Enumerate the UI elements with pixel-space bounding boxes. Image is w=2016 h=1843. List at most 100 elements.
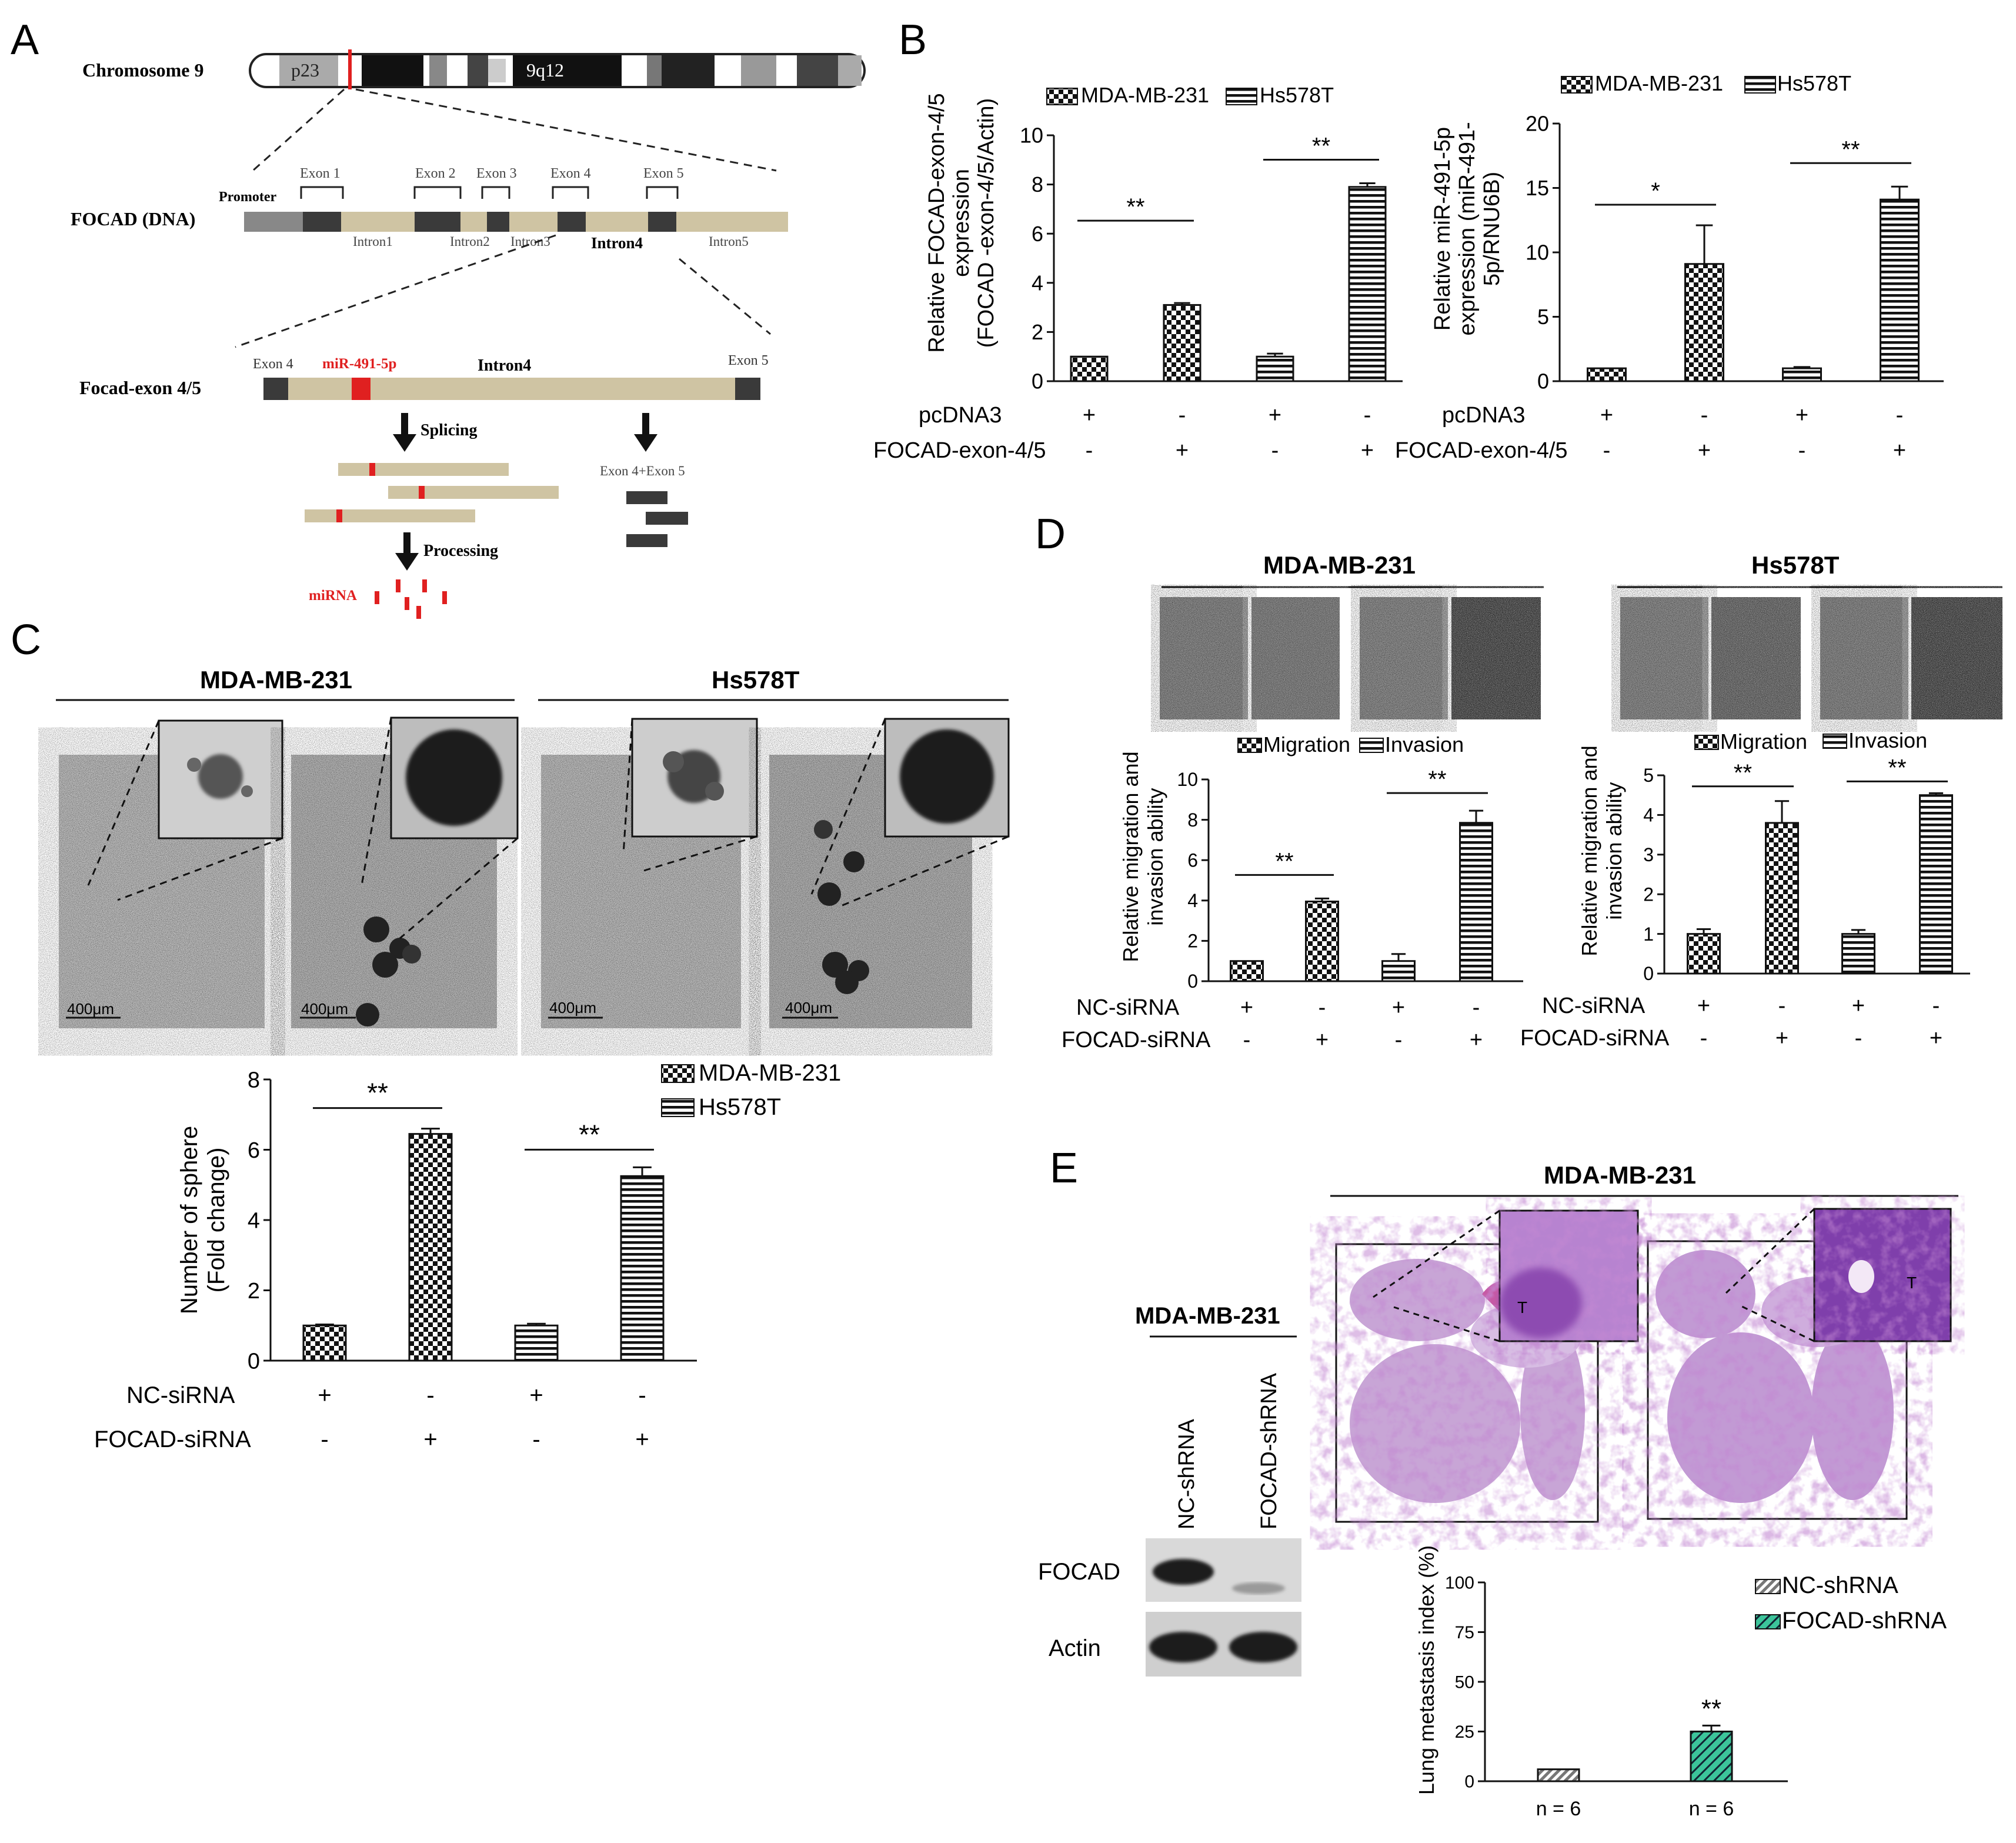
y-tick-label: 75 <box>1455 1623 1474 1642</box>
bar <box>1880 198 1920 382</box>
bar <box>1687 933 1721 975</box>
y-tick-label: 0 <box>1464 1772 1474 1792</box>
focad-exon-label: Focad-exon 4/5 <box>79 377 201 398</box>
bar <box>1381 960 1416 982</box>
legend-d-right: Migration Invasion <box>1694 728 1927 754</box>
blot-row-actin: Actin <box>1049 1635 1101 1661</box>
splicing-arrow: Splicing <box>393 413 477 452</box>
y-axis-label: (FOCAD -exon-4/5/Actin) <box>974 98 999 348</box>
panel-letter-b: B <box>899 16 927 64</box>
condition-sign: + <box>1316 1028 1329 1052</box>
y-tick-label: 4 <box>1643 805 1654 826</box>
legend-label-invasion: Invasion <box>1848 728 1927 752</box>
condition-sign: + <box>1083 403 1096 428</box>
significance-mark: ** <box>579 1119 600 1149</box>
panel-a: A Chromosome 9 p23 9q12 FOCAD (DNA) Prom… <box>11 16 866 619</box>
significance-mark: ** <box>1888 755 1906 781</box>
d-cell-mda: MDA-MB-231 <box>1263 551 1416 579</box>
scale-bar-label: 400μm <box>785 999 832 1017</box>
legend-swatch-focad <box>1755 1614 1781 1629</box>
legend-label-mda: MDA-MB-231 <box>1081 83 1209 107</box>
y-tick-label: 5 <box>1643 765 1654 786</box>
chromosome-label: Chromosome 9 <box>82 59 204 81</box>
exon45-arrow: Exon 4+Exon 5 <box>600 413 688 547</box>
row-label-focad-exon-right: FOCAD-exon-4/5 <box>1395 438 1568 463</box>
panel-e: E MDA-MB-231 T T <box>1038 1145 1958 1820</box>
b-condition-table: pcDNA3 FOCAD-exon-4/5 pcDNA3 FOCAD-exon-… <box>873 403 1568 463</box>
legend-swatch-migration <box>1237 738 1262 753</box>
row-label-focad-exon: FOCAD-exon-4/5 <box>873 438 1046 463</box>
bar <box>302 1324 347 1362</box>
bar <box>1765 822 1799 975</box>
bar <box>1919 794 1953 975</box>
zoom-intron4-label: Intron4 <box>478 356 531 375</box>
bar <box>1348 186 1387 382</box>
y-tick-label: 6 <box>248 1138 260 1163</box>
legend-label-hs: Hs578T <box>1260 83 1334 107</box>
scale-bar-label: 400μm <box>67 1000 114 1018</box>
condition-sign: + <box>1470 1028 1483 1052</box>
significance-mark: ** <box>367 1078 388 1108</box>
significance-mark: ** <box>1275 848 1293 874</box>
condition-sign: - <box>1778 994 1786 1018</box>
y-axis-label: invasion ability <box>1602 782 1626 919</box>
intron-2-label: Intron2 <box>450 234 490 249</box>
western-blot: MDA-MB-231 NC-shRNA FOCAD-shRNA FOCAD Ac… <box>1038 1303 1301 1677</box>
bar <box>1587 367 1627 382</box>
condition-sign: + <box>318 1382 331 1408</box>
legend-swatch-hs <box>1226 88 1257 105</box>
legend-swatch-mda <box>1046 88 1078 105</box>
bar <box>620 1175 665 1362</box>
bar <box>1684 263 1724 382</box>
y-tick-label: 25 <box>1455 1722 1474 1742</box>
zoom-exon5-label: Exon 5 <box>728 353 769 368</box>
condition-sign: - <box>1932 994 1940 1018</box>
y-tick-label: 1 <box>1643 924 1654 945</box>
y-tick-label: 5 <box>1537 305 1549 329</box>
row-label-focad-sirna-right: FOCAD-siRNA <box>1520 1026 1670 1051</box>
bar <box>1070 355 1109 382</box>
y-axis-label: Number of sphere <box>176 1126 202 1314</box>
panel-letter-a: A <box>11 16 39 64</box>
splicing-label: Splicing <box>420 421 477 439</box>
row-label-nc-sirna: NC-siRNA <box>1076 995 1180 1020</box>
legend-label-hs: Hs578T <box>1777 71 1851 95</box>
condition-sign: - <box>1243 1028 1251 1052</box>
y-axis-label: expression (miR-491- <box>1455 122 1480 335</box>
y-tick-label: 2 <box>1187 931 1198 952</box>
c-condition-table: NC-siRNA FOCAD-siRNA <box>94 1382 251 1452</box>
y-tick-label: 6 <box>1187 849 1198 871</box>
condition-sign: + <box>1698 438 1711 463</box>
sphere-image-4: 400μm <box>769 718 1010 1028</box>
legend-label-nc: NC-shRNA <box>1782 1572 1898 1598</box>
condition-sign: - <box>1701 403 1708 428</box>
legend-swatch-invasion <box>1359 738 1384 753</box>
legend-b-left: MDA-MB-231 Hs578T <box>1046 83 1334 107</box>
condition-sign: - <box>1473 995 1480 1020</box>
significance-mark: * <box>1651 178 1660 204</box>
dna-label: FOCAD (DNA) <box>71 208 195 229</box>
exon-4-label: Exon 4 <box>550 166 591 181</box>
chromosome-ideogram: p23 9q12 <box>249 49 866 89</box>
processing-label: Processing <box>423 542 498 560</box>
legend-swatch-invasion <box>1823 734 1847 749</box>
y-tick-label: 0 <box>1537 369 1549 394</box>
condition-sign: + <box>1775 1026 1788 1051</box>
chart-c: 0 2 4 6 8 Number of sphere (Fold change) ** ** + -… <box>176 1068 697 1452</box>
y-axis-label: invasion ability <box>1143 788 1167 925</box>
focad-dna-map: FOCAD (DNA) Promoter Exon 1 Exon 2 Exon … <box>71 166 788 252</box>
bar <box>1690 1731 1733 1782</box>
condition-sign: + <box>1176 438 1189 463</box>
y-tick-label: 0 <box>1032 369 1043 394</box>
promoter-label: Promoter <box>219 189 277 205</box>
significance-mark: ** <box>1701 1694 1721 1723</box>
intron-5-label: Intron5 <box>709 234 749 249</box>
y-axis-label: expression <box>949 169 974 277</box>
significance-mark: ** <box>1126 194 1144 220</box>
panel-letter-d: D <box>1035 511 1066 558</box>
y-tick-label: 2 <box>1643 884 1654 905</box>
y-tick-label: 3 <box>1643 844 1654 865</box>
chart-b-right: 0 5 10 15 20 Relative miR-491-5p expression (m… <box>1430 112 1944 463</box>
x-tick-label: n = 6 <box>1689 1798 1734 1820</box>
condition-sign: + <box>635 1427 649 1452</box>
